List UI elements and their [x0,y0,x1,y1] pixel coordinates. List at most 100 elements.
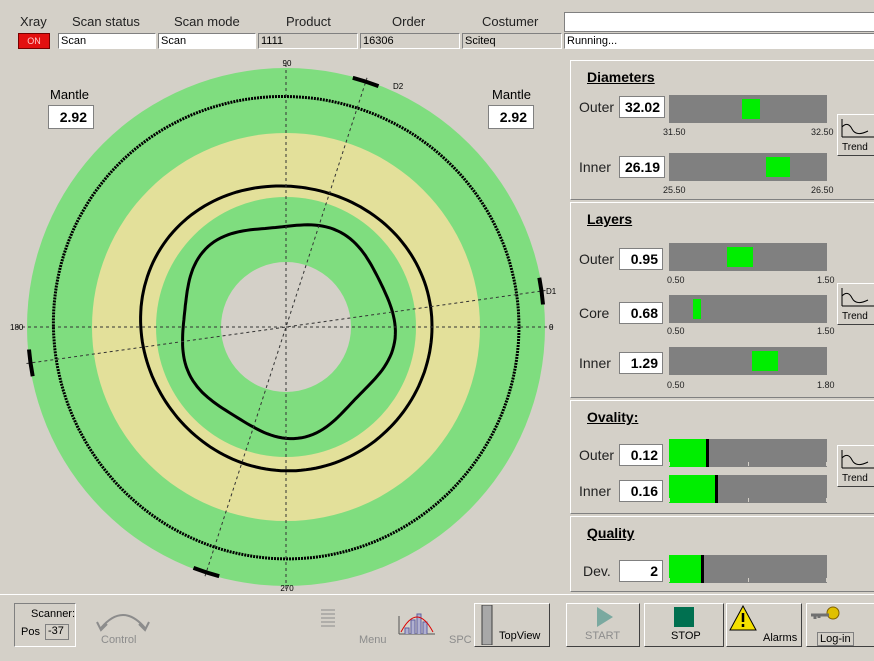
spc-button[interactable]: SPC [394,603,472,647]
core-boundary-contour [139,184,434,473]
quality-dev-fill [669,555,704,583]
ovality-panel: Ovality: Outer 0.12 Inner 0.16 Trend [570,400,874,514]
layer-outer-indicator [727,247,753,267]
run-status-field: Running... [564,33,874,49]
menu-button[interactable]: Menu [318,603,392,647]
trend-chart-icon [841,450,874,469]
layer-outer-min: 0.50 [667,275,685,285]
control-button[interactable]: Control [78,603,168,647]
diameter-inner-indicator [766,157,790,177]
login-label: Log-in [817,632,854,646]
quality-panel: Quality Dev. 2 [570,516,874,592]
scan-status-field: Scan [58,33,156,49]
inner-diameter-contour [181,223,397,441]
diameter-inner-label: Inner [579,159,611,175]
diameter-outer-min: 31.50 [663,127,686,137]
scan-status-label: Scan status [72,14,140,29]
layer-core-value: 0.68 [619,302,663,324]
customer-label: Costumer [482,14,539,29]
scan-mode-field: Scan [158,33,256,49]
layers-trend-button[interactable]: Trend [837,283,874,325]
quality-title: Quality [587,525,635,541]
control-label: Control [101,634,137,646]
diameter-outer-label: Outer [579,99,615,115]
menu-label: Menu [359,634,387,646]
layer-outer-label: Outer [579,251,615,267]
cross-section-view: 90 270 180 0 D2 D1 [8,57,564,593]
ovality-trend-label: Trend [842,473,868,484]
layer-inner-label: Inner [579,355,611,371]
layer-core-min: 0.50 [667,326,685,336]
quality-dev-label: Dev. [583,563,611,579]
layer-inner-max: 1.80 [817,380,835,390]
start-button[interactable]: START [566,603,640,647]
warning-triangle-icon [729,605,757,631]
layer-outer-value: 0.95 [619,248,663,270]
start-label: START [585,630,621,642]
alarms-label: Alarms [763,632,798,644]
ovality-title: Ovality: [587,409,639,425]
stop-button[interactable]: STOP [644,603,724,647]
ovality-outer-label: Outer [579,447,615,463]
layer-core-indicator [693,299,701,319]
topview-button[interactable]: TopView [474,603,550,647]
angle-label-90: 90 [283,59,292,68]
login-button[interactable]: Log-in [806,603,874,647]
d1-label: D1 [546,287,557,296]
diameter-outer-indicator [742,99,760,119]
message-box [564,12,874,32]
diameter-inner-max: 26.50 [811,185,834,195]
scanner-label: Scanner: [31,608,76,620]
mantle-left-value: 2.92 [48,105,94,129]
scanner-status: Scanner: Pos -37 [14,603,76,647]
mantle-left-label: Mantle [50,87,90,102]
product-label: Product [286,14,331,29]
diameters-panel: Diameters Outer 32.02 31.50 32.50 Inner … [570,60,874,200]
layer-inner-min: 0.50 [667,380,685,390]
angle-label-270: 270 [280,584,294,593]
play-icon [597,607,613,627]
d1-marker [537,277,545,305]
ovality-inner-gauge [669,475,827,503]
mantle-right-label: Mantle [492,87,532,102]
topview-label: TopView [499,630,541,642]
layers-trend-label: Trend [842,311,868,322]
menu-list-icon [321,609,335,627]
ovality-inner-value: 0.16 [619,480,663,502]
angle-label-0: 0 [549,323,554,332]
diameters-trend-label: Trend [842,142,868,153]
d2-opposite-marker [192,566,220,579]
quality-dev-gauge [669,555,827,583]
diameter-inner-gauge [669,153,827,181]
ovality-outer-fill [669,439,709,467]
diameter-outer-value: 32.02 [619,96,665,118]
d1-opposite-marker [27,349,35,377]
ovality-trend-button[interactable]: Trend [837,445,874,487]
topview-pipe-icon [481,605,493,645]
customer-field: Sciteq [462,33,562,49]
ovality-outer-value: 0.12 [619,444,663,466]
diameter-outer-gauge [669,95,827,123]
pos-label: Pos [21,626,40,638]
ovality-outer-gauge [669,439,827,467]
order-label: Order [392,14,426,29]
angle-label-180: 180 [10,323,24,332]
d2-marker [352,75,380,88]
xray-label: Xray [20,14,47,29]
quality-dev-value: 2 [619,560,663,582]
diameters-trend-button[interactable]: Trend [837,114,874,156]
layer-outer-max: 1.50 [817,275,835,285]
alarms-button[interactable]: Alarms [726,603,802,647]
spc-label: SPC [449,634,472,646]
diameter-outer-max: 32.50 [811,127,834,137]
layer-inner-gauge [669,347,827,375]
diameter-inner-min: 25.50 [663,185,686,195]
pos-value: -37 [45,624,69,640]
scan-mode-label: Scan mode [174,14,240,29]
layer-inner-indicator [752,351,778,371]
ovality-inner-fill [669,475,718,503]
layers-panel: Layers Outer 0.95 0.50 1.50 Core 0.68 0.… [570,202,874,398]
trend-chart-icon [841,288,874,307]
rotate-arrows-icon [96,614,150,632]
layer-core-gauge [669,295,827,323]
